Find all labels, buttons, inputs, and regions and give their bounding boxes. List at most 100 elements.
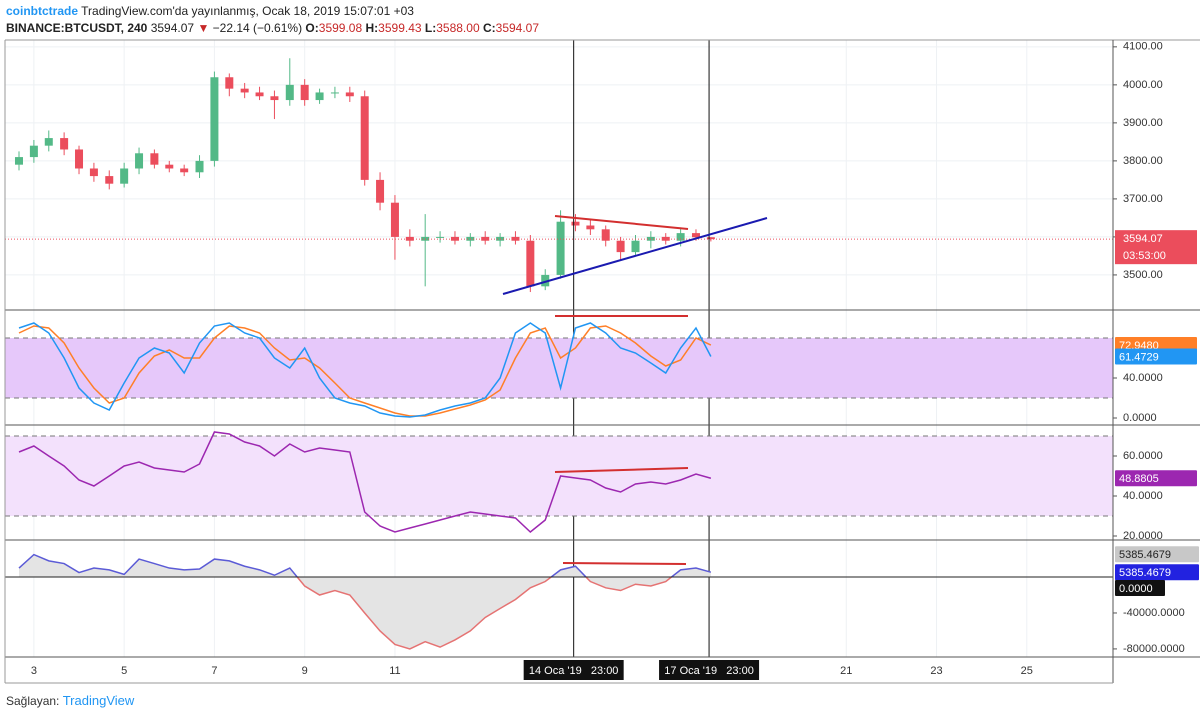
username[interactable]: coinbtctrade [6,4,79,18]
y-tick-label: 3900.00 [1123,117,1163,129]
candle-body [210,77,219,161]
band [5,338,1113,398]
y-tick-label: -40000.0000 [1123,607,1185,619]
candle-body [135,153,144,169]
candle-body [360,96,369,180]
header-line: coinbtctrade TradingView.com'da yayınlan… [6,3,539,20]
candle-body [631,240,640,253]
ohlc-label: L: [424,21,437,35]
candle-body [345,92,354,97]
candle-body [300,84,309,101]
countdown: 03:53:00 [1123,250,1166,262]
ohlc-value: 3599.08 [318,21,363,35]
y-tick-label: 4000.00 [1123,79,1163,91]
candle-body [255,92,264,97]
baseline-label: 0.0000 [1119,583,1153,595]
last-value: 5385.4679 [1119,549,1171,561]
y-tick-label: 40.0000 [1123,372,1163,384]
candle-body [541,274,550,287]
x-tick-label: 11 [389,665,400,677]
candle-body [436,236,445,238]
candle-body [180,168,189,173]
candle-body [556,221,565,275]
candle-body [390,202,399,237]
candle-body [14,157,23,165]
candle-body [586,225,595,230]
last-value-box [1115,348,1197,365]
x-tick-label: 3 [31,665,37,677]
candle-body [376,179,385,203]
last-price: 3594.07 [150,21,195,35]
header-line: BINANCE:BTCUSDT, 240 3594.07 ▼ −22.14 (−… [6,20,539,37]
last-value: 5385.4679 [1119,567,1171,579]
candle-body [225,77,234,89]
symbol[interactable]: BINANCE:BTCUSDT, 240 [6,21,148,35]
y-tick-label: 3700.00 [1123,193,1163,205]
y-tick-label: -80000.0000 [1123,643,1185,655]
brand[interactable]: TradingView [62,693,135,708]
candle-body [315,92,324,101]
price-box [1115,230,1197,265]
candle-body [450,236,459,241]
ohlc-label: O: [305,21,319,35]
candle-body [195,160,204,173]
last-value-box [1115,470,1197,487]
y-tick-label: 0.0000 [1123,412,1157,424]
header: coinbtctrade TradingView.com'da yayınlan… [6,3,539,37]
crosshair-label: 17 Oca '19 23:00 [664,665,754,677]
area-line-down [296,577,673,650]
candle-body [240,88,249,93]
band [5,436,1113,516]
candle-body [60,138,69,150]
y-tick-label: 20.0000 [1123,530,1163,542]
ohlc-value: 3594.07 [495,21,540,35]
crosshair-label: 14 Oca '19 23:00 [529,665,619,677]
ohlc-label: C: [482,21,496,35]
candle-body [571,221,580,226]
last-value: 48.8805 [1119,473,1159,485]
ohlc-value: 3588.00 [436,21,480,35]
indicator-line [18,431,712,533]
candle-body [89,168,98,177]
crosshair-box [659,660,760,680]
y-tick-label: 3500.00 [1123,269,1163,281]
candle-body [29,145,38,158]
y-tick-label: 3800.00 [1123,155,1163,167]
candle-body [285,84,294,101]
crosshair-box [523,660,624,680]
x-tick-label: 5 [121,665,127,677]
x-tick-label: 7 [211,665,217,677]
ohlc-label: H: [365,21,379,35]
candle-body [330,92,339,94]
candle-body [691,233,700,238]
candle-body [150,153,159,165]
indicator-line [18,325,712,417]
candle-body [405,236,414,241]
candle-body [105,176,114,184]
y-tick-label: 60.0000 [1123,450,1163,462]
x-tick-label: 25 [1021,665,1033,677]
y-tick-label: 40.0000 [1123,490,1163,502]
candle-body [75,149,84,169]
ohlc-value: 3599.43 [378,21,422,35]
candle-body [616,240,625,253]
area-line-up [18,553,712,578]
candle-body [165,164,174,169]
candle-body [44,138,53,146]
candle-body [526,240,535,287]
y-tick-label: 4100.00 [1123,41,1163,53]
x-tick-label: 23 [930,665,942,677]
x-tick-label: 21 [840,665,852,677]
published: TradingView.com'da yayınlanmış, Ocak 18,… [81,4,414,18]
last-value: 61.4729 [1119,351,1159,363]
last-price: 3594.07 [1123,233,1163,245]
last-value-box [1115,564,1199,581]
candle-body [120,168,129,184]
footer: Sağlayan: TradingView [6,693,134,708]
baseline-label-box [1115,580,1165,597]
last-value-box [1115,546,1199,563]
change: −22.14 (−0.61%) [212,21,303,35]
provider: Sağlayan: [6,694,60,708]
